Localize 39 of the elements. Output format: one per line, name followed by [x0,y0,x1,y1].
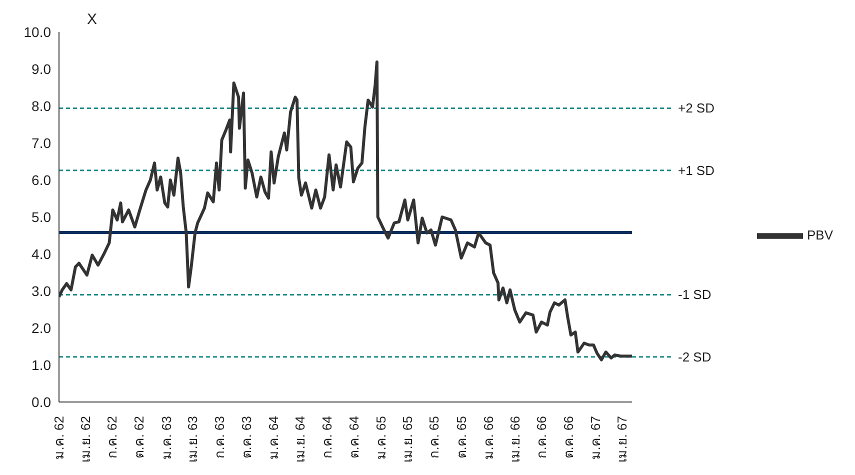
y-tick-label: 3.0 [32,282,52,299]
x-tick-label: ม.ค. 62 [52,416,66,460]
ref-line-label: -1 SD [678,287,712,302]
x-tick-label: ต.ค. 65 [454,416,469,458]
x-tick-label: เม.ย. 64 [292,416,308,462]
x-tick-label: ม.ค. 65 [374,416,389,460]
legend-label: PBV [807,227,834,242]
y-tick-label: 6.0 [32,172,52,188]
x-tick-label: ต.ค. 64 [346,416,362,458]
y-tick-label: 2.0 [32,320,52,336]
ref-line-label: -2 SD [678,349,712,364]
y-axis-title: X [87,11,98,28]
y-tick-label: 9.0 [32,60,52,77]
y-tick-label: 8.0 [32,98,52,114]
y-tick-label: 7.0 [32,134,52,151]
x-tick-label: ก.ค. 65 [426,416,442,458]
x-tick-label: ก.ค. 63 [212,416,227,458]
x-tick-label: ต.ค. 66 [561,416,576,458]
x-tick-label: ต.ค. 63 [238,416,254,458]
y-tick-label: 5.0 [32,208,52,225]
x-tick-label: ก.ค. 64 [319,416,334,458]
ref-line-label: +1 SD [678,162,714,178]
x-tick-label: ก.ค. 62 [104,416,120,458]
x-tick-label: เม.ย. 66 [507,416,522,462]
x-tick-label: เม.ย. 62 [78,416,93,462]
x-tick-label: ม.ค. 64 [266,416,282,460]
x-tick-label: ม.ค. 63 [158,416,174,460]
x-tick-label: เม.ย. 65 [400,416,415,462]
y-tick-label: 1.0 [32,356,52,373]
x-tick-label: เม.ย. 67 [614,416,630,462]
y-tick-label: 4.0 [32,246,52,262]
y-tick-label: 10.0 [24,24,52,40]
x-tick-label: ม.ค. 66 [480,416,496,460]
x-tick-label: ต.ค. 62 [132,416,147,458]
ref-line-label: +2 SD [678,100,714,116]
x-tick-label: ก.ค. 66 [534,416,549,458]
x-tick-label: ม.ค. 67 [588,416,604,460]
y-tick-label: 0.0 [32,394,52,410]
x-tick-label: เม.ย. 63 [185,416,200,462]
